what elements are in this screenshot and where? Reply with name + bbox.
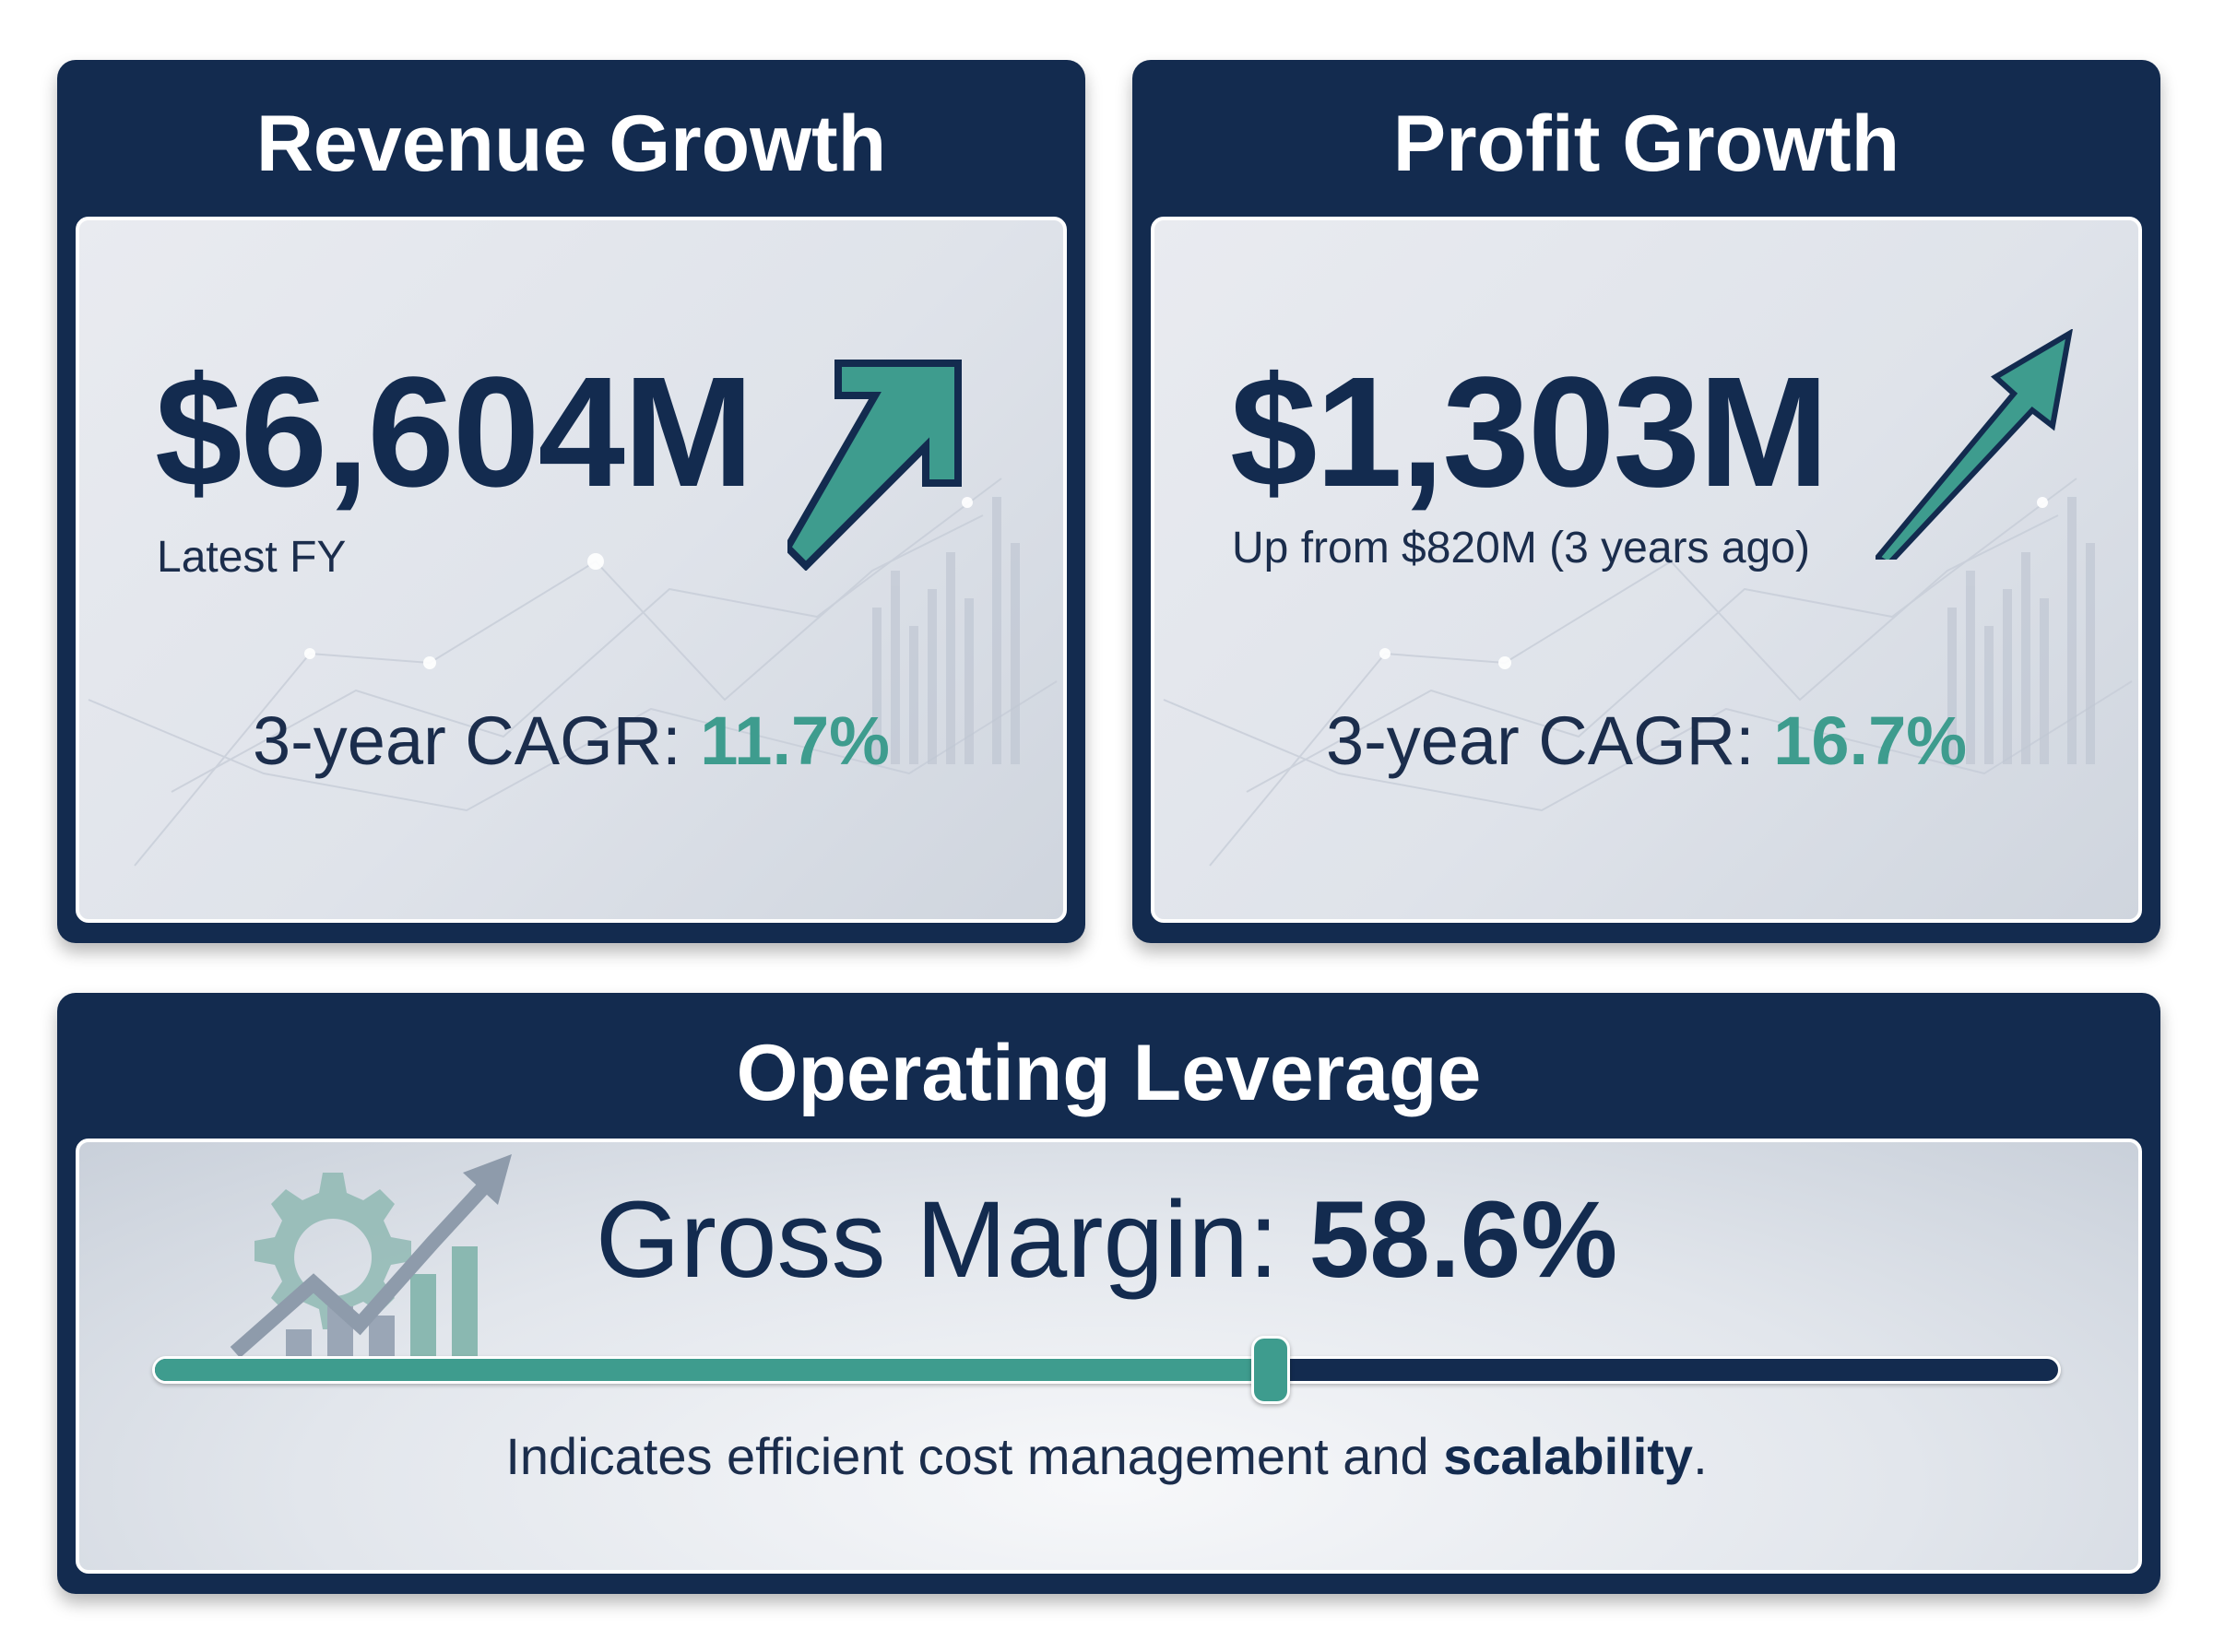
trend-arrow-icon [1876, 329, 2073, 560]
gross-margin-slider-track[interactable] [152, 1336, 2061, 1404]
background-network-decoration [88, 478, 1058, 867]
revenue-cagr-label: 3-year CAGR: [253, 702, 701, 779]
gross-margin-slider-fill [155, 1359, 1271, 1381]
gross-margin-note: Indicates efficient cost management and … [0, 1431, 2213, 1482]
background-network-decoration [1163, 478, 2133, 867]
profit-cagr: 3-year CAGR: 16.7% [1154, 707, 2138, 775]
arrow-up-right-icon [787, 360, 962, 571]
profit-subtitle: Up from $820M (3 years ago) [1232, 524, 1810, 572]
gross-margin-label: Gross Margin: [595, 1179, 1309, 1301]
gross-margin-heading: Gross Margin: 58.6% [0, 1186, 2213, 1294]
revenue-growth-panel: $6,604M Latest FY 3-year CAGR: 11.7% [76, 217, 1067, 923]
revenue-growth-card: Revenue Growth $6,604M Latest FY 3-ye [57, 60, 1085, 943]
profit-growth-panel: $1,303M Up from $820M (3 years ago) 3-ye… [1151, 217, 2142, 923]
gear-growth-icon [230, 1154, 512, 1357]
profit-cagr-value: 16.7% [1773, 702, 1968, 779]
profit-growth-card: Profit Growth $1,303M Up from $820M (3 y… [1132, 60, 2160, 943]
revenue-value: $6,604M [155, 345, 754, 520]
revenue-subtitle: Latest FY [157, 533, 347, 582]
gross-margin-slider-thumb[interactable] [1250, 1336, 1290, 1404]
note-prefix: Indicates efficient cost management and [505, 1427, 1444, 1485]
profit-growth-title: Profit Growth [1392, 100, 1900, 188]
profit-cagr-label: 3-year CAGR: [1325, 702, 1774, 779]
revenue-cagr-value: 11.7% [700, 702, 890, 779]
revenue-growth-title: Revenue Growth [255, 100, 887, 188]
gross-margin-value: 58.6% [1308, 1179, 1618, 1301]
note-suffix: . [1693, 1427, 1708, 1485]
revenue-cagr: 3-year CAGR: 11.7% [79, 707, 1063, 775]
operating-leverage-title: Operating Leverage [736, 1029, 1482, 1117]
note-bold: scalability [1443, 1427, 1694, 1485]
profit-value: $1,303M [1230, 345, 1829, 520]
